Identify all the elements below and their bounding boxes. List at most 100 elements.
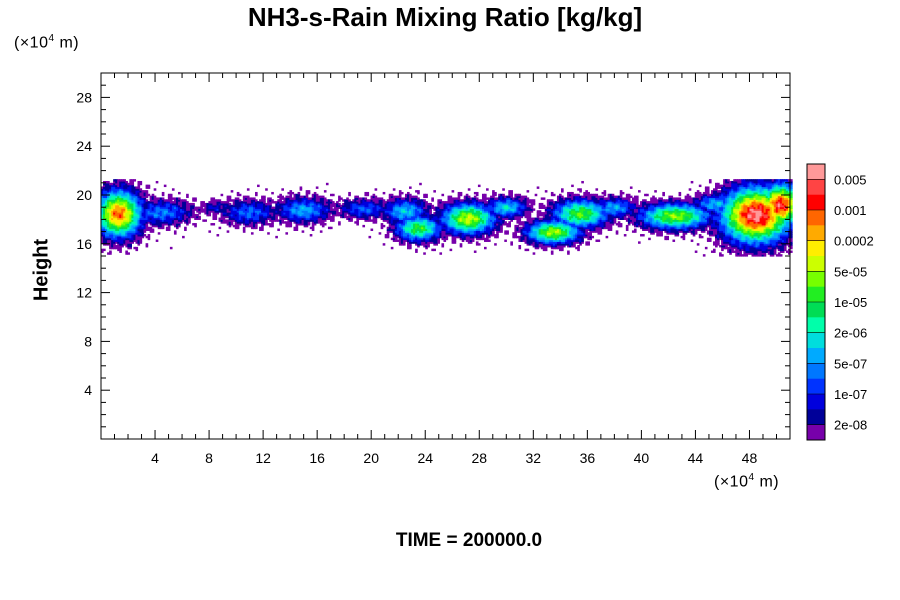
- heatmap-cell: [366, 208, 370, 211]
- heatmap-cell: [111, 212, 114, 215]
- heatmap-cell: [263, 201, 266, 204]
- heatmap-cell: [153, 197, 157, 200]
- heatmap-cell: [443, 235, 447, 239]
- heatmap-cell: [435, 243, 438, 246]
- heatmap-cell: [386, 235, 390, 239]
- heatmap-cell: [101, 219, 104, 222]
- heatmap-cell: [246, 188, 250, 191]
- heatmap-cell: [585, 208, 588, 211]
- heatmap-cell: [246, 197, 250, 200]
- heatmap-cell: [569, 202, 572, 206]
- heatmap-cell: [534, 237, 538, 241]
- heatmap-cell: [469, 210, 473, 213]
- heatmap-cell: [109, 223, 112, 226]
- heatmap-cell: [425, 224, 428, 228]
- heatmap-cell: [540, 197, 544, 200]
- heatmap-cell: [327, 226, 331, 230]
- heatmap-cell: [143, 191, 147, 195]
- heatmap-cell: [153, 215, 157, 219]
- heatmap-cell: [423, 195, 426, 199]
- heatmap-cell: [548, 237, 552, 241]
- heatmap-cell: [105, 206, 108, 210]
- heatmap-cell: [133, 197, 137, 200]
- heatmap-cell: [467, 206, 471, 210]
- heatmap-cell: [431, 239, 434, 242]
- heatmap-cell: [103, 212, 106, 215]
- heatmap-cell: [305, 215, 309, 219]
- heatmap-cell: [137, 208, 141, 211]
- heatmap-cell: [506, 230, 509, 233]
- heatmap-cell: [178, 204, 181, 208]
- heatmap-cell: [463, 201, 467, 204]
- heatmap-cell: [583, 204, 586, 208]
- heatmap-cell: [218, 206, 222, 210]
- heatmap-cell: [204, 204, 207, 208]
- heatmap-cell: [544, 223, 548, 226]
- heatmap-cell: [429, 210, 432, 213]
- heatmap-cell: [556, 239, 560, 242]
- heatmap-cell: [473, 201, 477, 204]
- heatmap-cell: [129, 208, 132, 211]
- heatmap-cell: [404, 230, 408, 233]
- heatmap-cell: [342, 213, 345, 217]
- heatmap-cell: [437, 219, 441, 222]
- heatmap-cell: [346, 204, 349, 208]
- heatmap-cell: [338, 212, 341, 215]
- heatmap-cell: [255, 213, 258, 217]
- heatmap-cell: [269, 213, 272, 217]
- heatmap-cell: [591, 195, 595, 199]
- heatmap-cell: [465, 234, 469, 237]
- heatmap-cell: [488, 239, 491, 242]
- heatmap-cell: [133, 235, 137, 239]
- heatmap-cell: [425, 213, 428, 217]
- heatmap-cell: [123, 202, 126, 206]
- heatmap-cell: [457, 201, 461, 204]
- heatmap-cell: [413, 241, 416, 244]
- heatmap-cell: [469, 219, 473, 222]
- heatmap-cell: [573, 237, 576, 241]
- heatmap-cell: [581, 217, 584, 220]
- heatmap-cell: [131, 193, 135, 197]
- heatmap-cell: [107, 190, 110, 193]
- heatmap-cell: [457, 226, 461, 230]
- heatmap-cell: [498, 230, 501, 233]
- heatmap-cell: [567, 232, 570, 235]
- heatmap-cell: [481, 195, 485, 199]
- heatmap-cell: [131, 195, 135, 199]
- heatmap-cell: [255, 223, 258, 226]
- heatmap-cell: [208, 204, 212, 208]
- heatmap-cell: [542, 239, 546, 242]
- heatmap-cell: [119, 184, 122, 188]
- heatmap-cell: [486, 239, 489, 242]
- heatmap-cell: [475, 217, 479, 220]
- heatmap-cell: [518, 206, 522, 210]
- heatmap-cell: [184, 226, 187, 230]
- heatmap-cell: [449, 213, 453, 217]
- heatmap-cell: [473, 221, 477, 224]
- heatmap-cell: [481, 230, 485, 233]
- heatmap-cell: [569, 217, 572, 220]
- heatmap-cell: [273, 217, 276, 220]
- heatmap-cell: [512, 202, 515, 206]
- heatmap-cell: [139, 228, 143, 231]
- heatmap-cell: [173, 223, 177, 226]
- heatmap-cell: [115, 235, 118, 239]
- heatmap-cell: [380, 213, 384, 217]
- heatmap-cell: [135, 217, 139, 220]
- heatmap-cell: [455, 208, 459, 211]
- heatmap-cell: [445, 208, 449, 211]
- heatmap-cell: [303, 202, 307, 206]
- heatmap-cell: [257, 206, 260, 210]
- heatmap-cell: [575, 230, 578, 233]
- heatmap-cell: [534, 234, 538, 237]
- heatmap-cell: [117, 179, 120, 182]
- heatmap-cell: [461, 217, 465, 220]
- heatmap-cell: [111, 228, 114, 231]
- heatmap-cell: [289, 208, 293, 211]
- heatmap-cell: [577, 239, 580, 242]
- heatmap-cell: [121, 212, 124, 215]
- heatmap-cell: [571, 195, 574, 199]
- heatmap-cell: [169, 210, 173, 213]
- heatmap-cell: [407, 246, 410, 250]
- heatmap-cell: [504, 204, 507, 208]
